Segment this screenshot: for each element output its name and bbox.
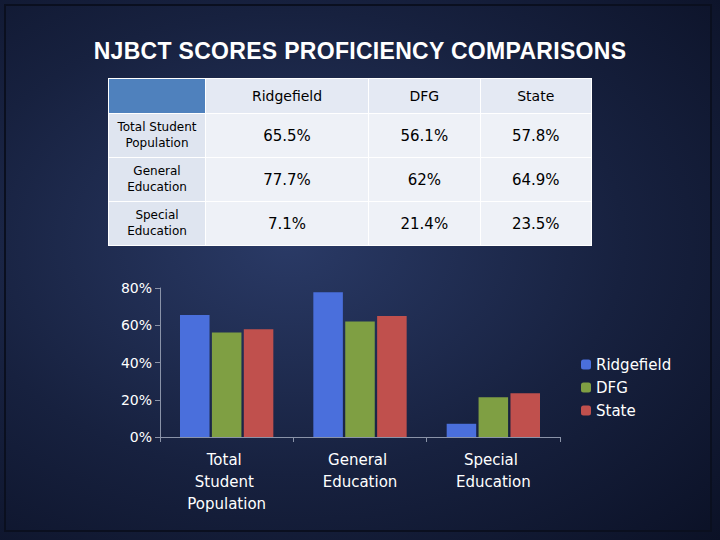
html-text:21.4%: 21.4% [400,214,449,233]
html-text:7.1%: 7.1% [268,214,307,233]
svg-text:80%: 80% [121,280,152,296]
html-text:65.5%: 65.5% [263,126,311,145]
html-text:62%: 62% [407,170,441,189]
svg-text:Population: Population [187,495,266,513]
svg-text:General: General [328,451,392,469]
svg-text:Education: Education [323,473,398,491]
svg-text:Ridgefield: Ridgefield [596,356,671,374]
svg-text:Special: Special [464,451,523,469]
svg-text:Education: Education [456,473,531,491]
svg-text:20%: 20% [121,392,152,408]
svg-text:DFG: DFG [596,379,628,397]
html-text:Total Student Population: Total Student Population [117,119,197,150]
html-text:23.5%: 23.5% [511,214,560,233]
html-text:State: State [517,88,555,104]
html-text:57.8%: 57.8% [511,126,560,145]
svg-text:60%: 60% [121,317,152,333]
html-text:77.7%: 77.7% [263,170,311,189]
html-text:DFG: DFG [409,88,440,104]
svg-text:Total: Total [206,451,247,469]
svg-text:State: State [596,402,636,420]
svg-text:0%: 0% [130,429,152,445]
svg-text:40%: 40% [121,355,152,371]
html-text:56.1%: 56.1% [400,126,449,145]
html-text:Ridgefield: Ridgefield [251,88,323,104]
html-text:Special Education: Special Education [127,207,187,238]
html-text:64.9%: 64.9% [511,170,560,189]
html-text:General Education: General Education [127,163,187,194]
svg-text:Student: Student [195,473,259,491]
html-text:NJBCT SCORES PROFICIENCY COMPA: NJBCT SCORES PROFICIENCY COMPARISONS [93,38,627,64]
